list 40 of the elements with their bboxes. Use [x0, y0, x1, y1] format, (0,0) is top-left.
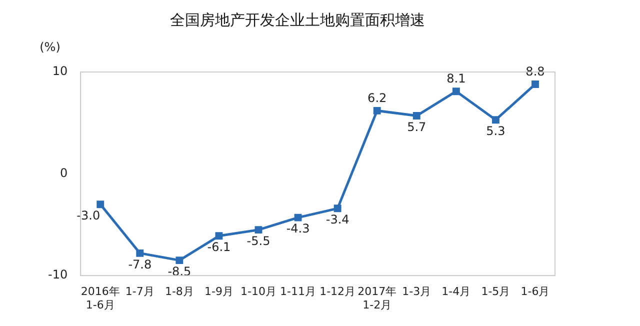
- chart-title: 全国房地产开发企业土地购置面积增速: [170, 10, 425, 29]
- point: [334, 204, 342, 212]
- x-tick-label: 1-7月: [125, 285, 154, 298]
- point: [532, 80, 539, 88]
- y-tick-label: 0: [60, 166, 68, 180]
- x-tick-label: 1-12月: [320, 285, 356, 298]
- text: -4.3: [286, 222, 310, 236]
- x-tick-label: 1-3月: [402, 285, 432, 298]
- y-tick-label: 10: [52, 64, 68, 78]
- point: [294, 214, 302, 222]
- x-tick-label: 1-5月: [481, 285, 510, 298]
- x-tick-label: 1-8月: [164, 285, 194, 298]
- text: -3.0: [76, 208, 100, 222]
- text: 5.3: [486, 124, 506, 138]
- text: 8.1: [446, 71, 466, 86]
- point: [492, 116, 500, 124]
- text: -6.1: [207, 240, 231, 254]
- point: [254, 226, 262, 234]
- text: 6.2: [368, 90, 387, 105]
- point: [96, 200, 104, 208]
- text: -8.5: [168, 264, 192, 278]
- x-tick-label: 1-6月: [520, 285, 550, 298]
- x-tick-label: 2017年 1-2月: [358, 285, 397, 312]
- text: 5.7: [407, 120, 426, 134]
- x-tick-label: 2016年 1-6月: [80, 285, 120, 312]
- x-tick-label: 1-10月: [240, 285, 276, 298]
- point: [215, 232, 223, 240]
- text: -5.5: [246, 234, 270, 248]
- y-axis-title: (%): [40, 40, 60, 54]
- point: [136, 249, 144, 257]
- point: [412, 112, 420, 120]
- point: [373, 106, 381, 114]
- x-tick-label: 1-9月: [204, 285, 234, 298]
- text: -3.4: [326, 212, 350, 227]
- x-tick-label: 1-11月: [280, 285, 316, 298]
- point: [452, 88, 460, 96]
- y-tick-label: -10: [48, 268, 68, 282]
- text: -7.8: [128, 257, 152, 272]
- x-tick-label: 1-4月: [442, 285, 471, 298]
- point: [176, 256, 184, 264]
